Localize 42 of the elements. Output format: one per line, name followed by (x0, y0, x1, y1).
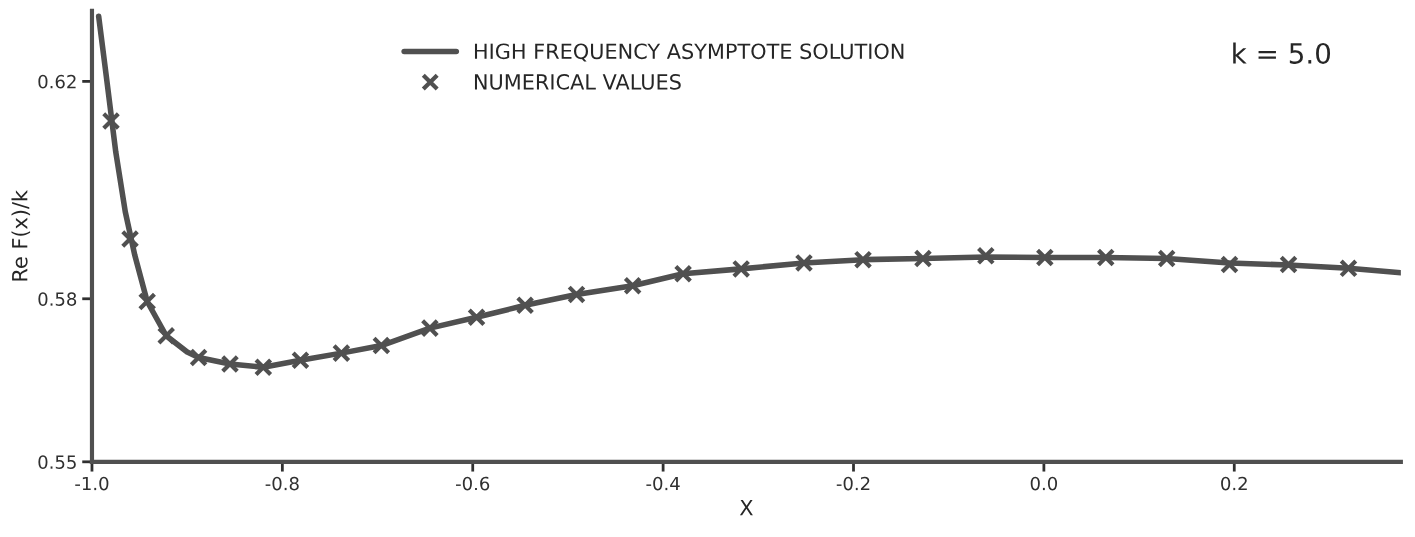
point (332, 343, 351, 363)
x-axis-title: X (739, 500, 753, 516)
legend-label: HIGH FREQUENCY ASYMPTOTE SOLUTION (474, 43, 904, 62)
y-tick-label: 0.55 (38, 455, 76, 469)
y-tick-label: 0.58 (38, 292, 77, 306)
y-tick-label: 0.62 (38, 74, 76, 89)
x-tick-label: 0.0 (1030, 476, 1058, 491)
point (291, 350, 310, 370)
point (420, 318, 440, 338)
point (220, 354, 240, 374)
point (371, 336, 391, 355)
y-axis-title: Re F(x)/k (11, 190, 31, 281)
point (1096, 248, 1116, 267)
point (794, 253, 814, 273)
point (120, 229, 140, 249)
point (1157, 249, 1177, 268)
x-tick-label: -0.6 (456, 476, 490, 491)
x-tick-label: -0.8 (265, 476, 299, 491)
legend-label: NUMERICAL VALUES (474, 73, 681, 90)
x-tick-label: -0.2 (836, 476, 870, 491)
point (253, 357, 273, 377)
x-tick-label: 0.2 (1221, 476, 1247, 491)
x-tick-label: -1.0 (75, 476, 109, 491)
point (156, 326, 176, 346)
point (1035, 248, 1055, 267)
point (976, 246, 996, 266)
annotation: k = 5.0 (1233, 42, 1331, 64)
point (853, 250, 873, 270)
point (567, 285, 586, 304)
point (1339, 258, 1358, 278)
point (673, 264, 693, 284)
point (467, 307, 486, 327)
point (189, 348, 208, 367)
point (1220, 255, 1239, 274)
x-tick-label: -0.4 (646, 476, 680, 491)
point (137, 292, 157, 311)
point (913, 249, 933, 268)
point (515, 295, 535, 315)
point (731, 259, 751, 279)
point (1279, 255, 1298, 274)
point (101, 111, 121, 131)
point (623, 276, 643, 296)
